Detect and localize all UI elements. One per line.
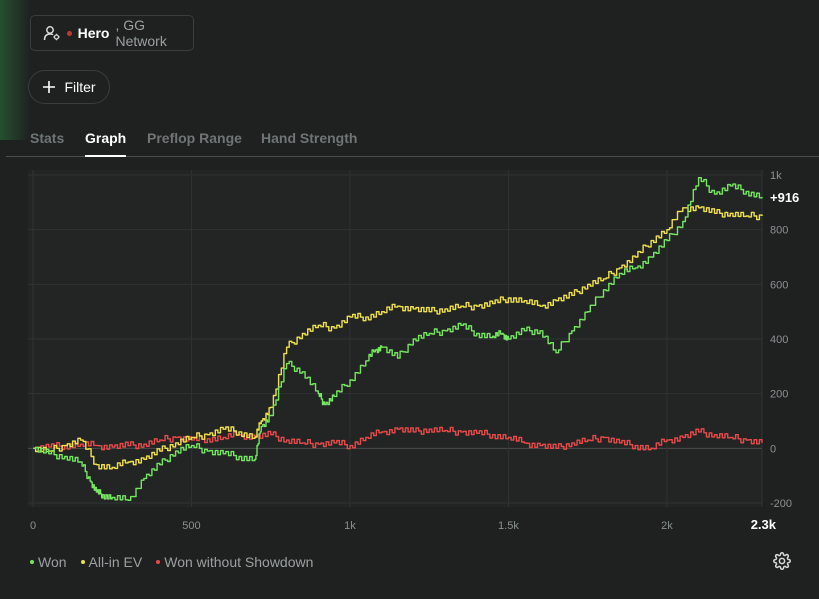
legend-dot-all-in-ev (80, 560, 85, 564)
plus-icon (43, 81, 56, 93)
y-tick-label: 400 (770, 334, 788, 346)
user-settings-icon (43, 25, 61, 41)
background-glow (0, 0, 30, 140)
end-value-label: +916 (770, 190, 799, 205)
tab-stats[interactable]: Stats (30, 130, 65, 146)
gear-icon[interactable] (773, 552, 791, 575)
legend-label-won: Won (38, 554, 67, 570)
legend-item-all-in-ev[interactable]: All-in EV (80, 554, 143, 570)
status-dot (67, 30, 72, 36)
tab-hand-strength[interactable]: Hand Strength (261, 130, 358, 146)
y-tick-label: 800 (770, 225, 788, 237)
y-tick-label: 0 (770, 443, 776, 455)
legend-dot-won (30, 560, 34, 564)
series-line-won-without-showdown[interactable] (33, 426, 763, 452)
y-tick-label: 1k (770, 170, 782, 182)
y-tick-label: -200 (770, 498, 792, 510)
tab-graph[interactable]: Graph (85, 130, 127, 157)
x-tick-label: 2k (661, 520, 673, 532)
legend-item-won[interactable]: Won (30, 554, 67, 570)
player-selector[interactable]: Hero , GG Network (30, 15, 194, 51)
legend-label-all-in-ev: All-in EV (88, 554, 143, 570)
network-label: GG Network (115, 17, 167, 49)
legend-item-wwsd[interactable]: Won without Showdown (156, 554, 313, 570)
x-max-label: 2.3k (751, 517, 777, 532)
legend-label-wwsd: Won without Showdown (164, 554, 314, 570)
y-tick-label: 200 (770, 389, 788, 401)
tab-preflop-range[interactable]: Preflop Range (147, 130, 242, 146)
x-tick-label: 1k (344, 520, 356, 532)
filter-label: Filter (64, 79, 96, 95)
tab-bar: Stats Graph Preflop Range Hand Strength (6, 126, 819, 157)
chart-legend: Won All-in EV Won without Showdown (30, 554, 313, 570)
x-tick-label: 0 (30, 520, 36, 532)
legend-dot-wwsd (156, 560, 161, 564)
player-name: Hero (77, 25, 110, 41)
x-tick-label: 500 (182, 520, 200, 532)
profit-chart[interactable]: 1k 800 600 400 200 0 -200 0 500 1k 1.5k 2k 2.3k +916 (0, 158, 819, 538)
y-tick-label: 600 (770, 279, 788, 291)
x-tick-label: 1.5k (498, 520, 519, 532)
network-name: , GG Network (115, 17, 167, 49)
filter-button[interactable]: Filter (28, 70, 110, 104)
series-line-won[interactable] (33, 177, 763, 501)
series-line-all-in-ev[interactable] (33, 205, 763, 470)
